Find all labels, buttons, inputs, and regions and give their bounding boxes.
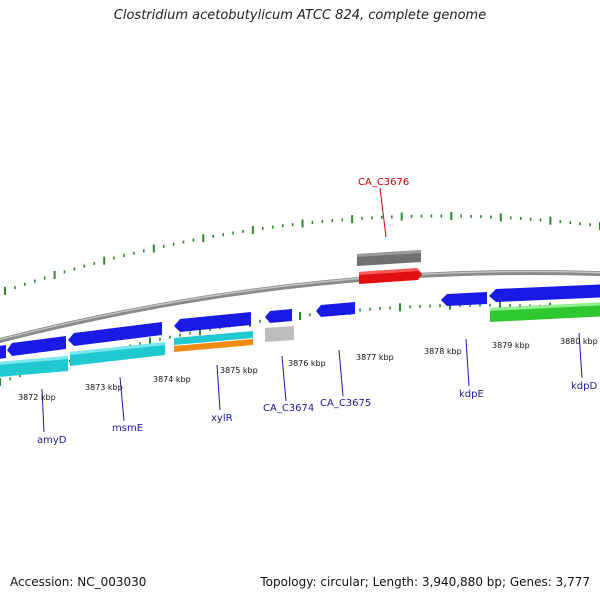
inner-gene-track [0, 284, 600, 359]
scale-label-3873: 3873 kbp [85, 383, 123, 392]
gene-xylR[interactable] [174, 312, 251, 332]
gene-msmE[interactable] [68, 322, 162, 346]
gene-label-CA_C3674[interactable]: CA_C3674 [263, 403, 314, 414]
gene-CA_C3674[interactable] [265, 309, 292, 323]
scale-label-3874: 3874 kbp [153, 375, 191, 384]
cds-xylR-orange[interactable] [174, 339, 253, 352]
genome-backbone-highlight [0, 270, 600, 341]
gene-label-CA_C3675[interactable]: CA_C3675 [320, 398, 371, 409]
gene-label-xylR[interactable]: xylR [211, 413, 233, 424]
topology-text: Topology: circular; Length: 3,940,880 bp… [260, 575, 590, 589]
gene-label-msmE[interactable]: msmE [112, 423, 143, 434]
gene-label-amyD[interactable]: amyD [37, 435, 67, 446]
cds-CA_C3674[interactable] [265, 326, 294, 342]
accession-text: Accession: NC_003030 [10, 575, 147, 589]
gene-kdpE[interactable] [441, 292, 487, 306]
gene-labels: amyD msmE xylR CA_C3674 CA_C3675 kdpE kd… [37, 177, 597, 446]
gene-label-kdpD[interactable]: kdpD [571, 381, 597, 392]
gene-amyD[interactable] [7, 336, 66, 356]
cds-xylR[interactable] [174, 331, 253, 345]
scale-label-3872: 3872 kbp [18, 393, 56, 402]
scale-ticks-outer [4, 212, 600, 295]
scale-label-3876: 3876 kbp [288, 359, 326, 368]
gene-kdpD[interactable] [489, 284, 600, 302]
scale-label-3879: 3879 kbp [492, 341, 530, 350]
scale-label-3875: 3875 kbp [220, 366, 258, 375]
inner-cds-track [0, 302, 600, 377]
feature-CA_C3676[interactable] [357, 250, 422, 284]
genome-backbone [0, 269, 600, 344]
map-title: Clostridium acetobutylicum ATCC 824, com… [113, 8, 487, 23]
scale-label-3878: 3878 kbp [424, 347, 462, 356]
gene-CA_C3675[interactable] [316, 302, 355, 317]
scale-label-3880: 3880 kbp [560, 337, 598, 346]
gene-label-kdpE[interactable]: kdpE [459, 389, 484, 400]
scale-label-3877: 3877 kbp [356, 353, 394, 362]
cds-msmE[interactable] [70, 342, 165, 366]
gene-label-CA_C3676[interactable]: CA_C3676 [358, 177, 409, 188]
label-leaders [41, 187, 583, 433]
scale-labels: 3872 kbp 3873 kbp 3874 kbp 3875 kbp 3876… [18, 337, 598, 402]
gene-left-partial[interactable] [0, 345, 6, 359]
